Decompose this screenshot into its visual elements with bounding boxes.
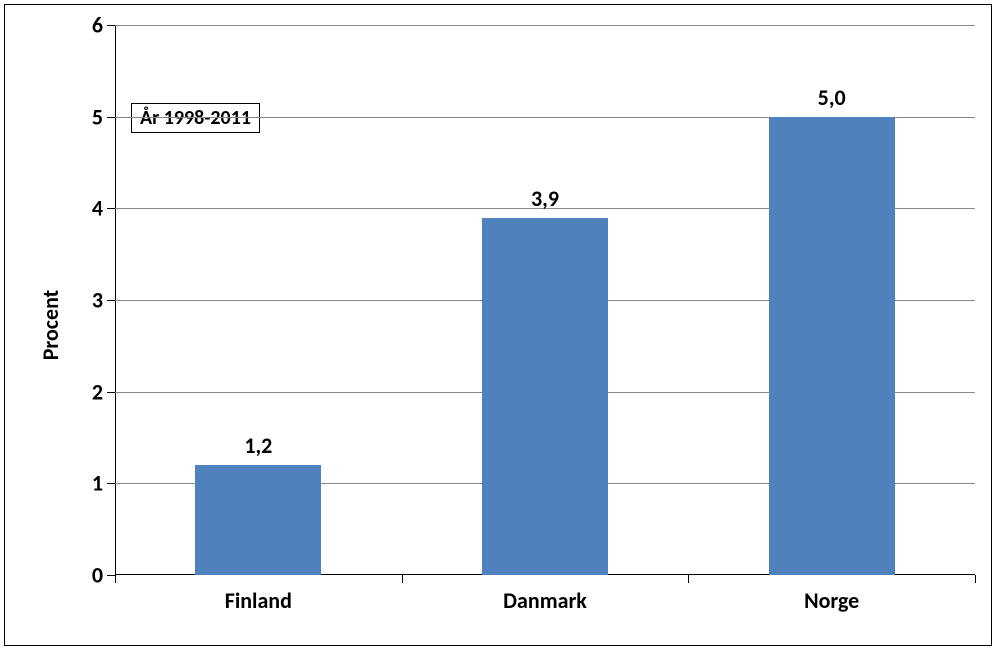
bar-value-label: 5,0 [818, 84, 846, 111]
chart-frame: Procent År 1998-2011 0123456Finland1,2Da… [4, 4, 992, 646]
y-tick [107, 392, 115, 393]
y-tick [107, 483, 115, 484]
bar: 5,0 [769, 117, 895, 575]
x-tick [115, 575, 116, 583]
y-tick-label: 4 [92, 195, 103, 222]
x-tick [688, 575, 689, 583]
y-tick-label: 5 [92, 103, 103, 130]
y-tick [107, 208, 115, 209]
y-tick [107, 575, 115, 576]
y-tick-label: 2 [92, 378, 103, 405]
y-tick [107, 117, 115, 118]
plot-area: År 1998-2011 0123456Finland1,2Danmark3,9… [115, 25, 975, 575]
y-tick-label: 1 [92, 470, 103, 497]
x-tick-label: Danmark [503, 587, 587, 614]
y-tick [107, 25, 115, 26]
y-tick-label: 3 [92, 287, 103, 314]
bar-value-label: 3,9 [531, 185, 559, 212]
bar: 3,9 [482, 218, 608, 576]
x-tick-label: Norge [804, 587, 859, 614]
bar: 1,2 [195, 465, 321, 575]
y-tick [107, 300, 115, 301]
bar-value-label: 1,2 [244, 432, 272, 459]
annotation-box: År 1998-2011 [131, 103, 260, 133]
y-tick-label: 0 [92, 562, 103, 589]
y-tick-label: 6 [92, 12, 103, 39]
annotation-text: År 1998-2011 [140, 106, 251, 130]
x-tick [975, 575, 976, 583]
x-tick [402, 575, 403, 583]
x-tick-label: Finland [225, 587, 292, 614]
grid-line [115, 25, 975, 26]
y-axis-label: Procent [37, 290, 64, 361]
